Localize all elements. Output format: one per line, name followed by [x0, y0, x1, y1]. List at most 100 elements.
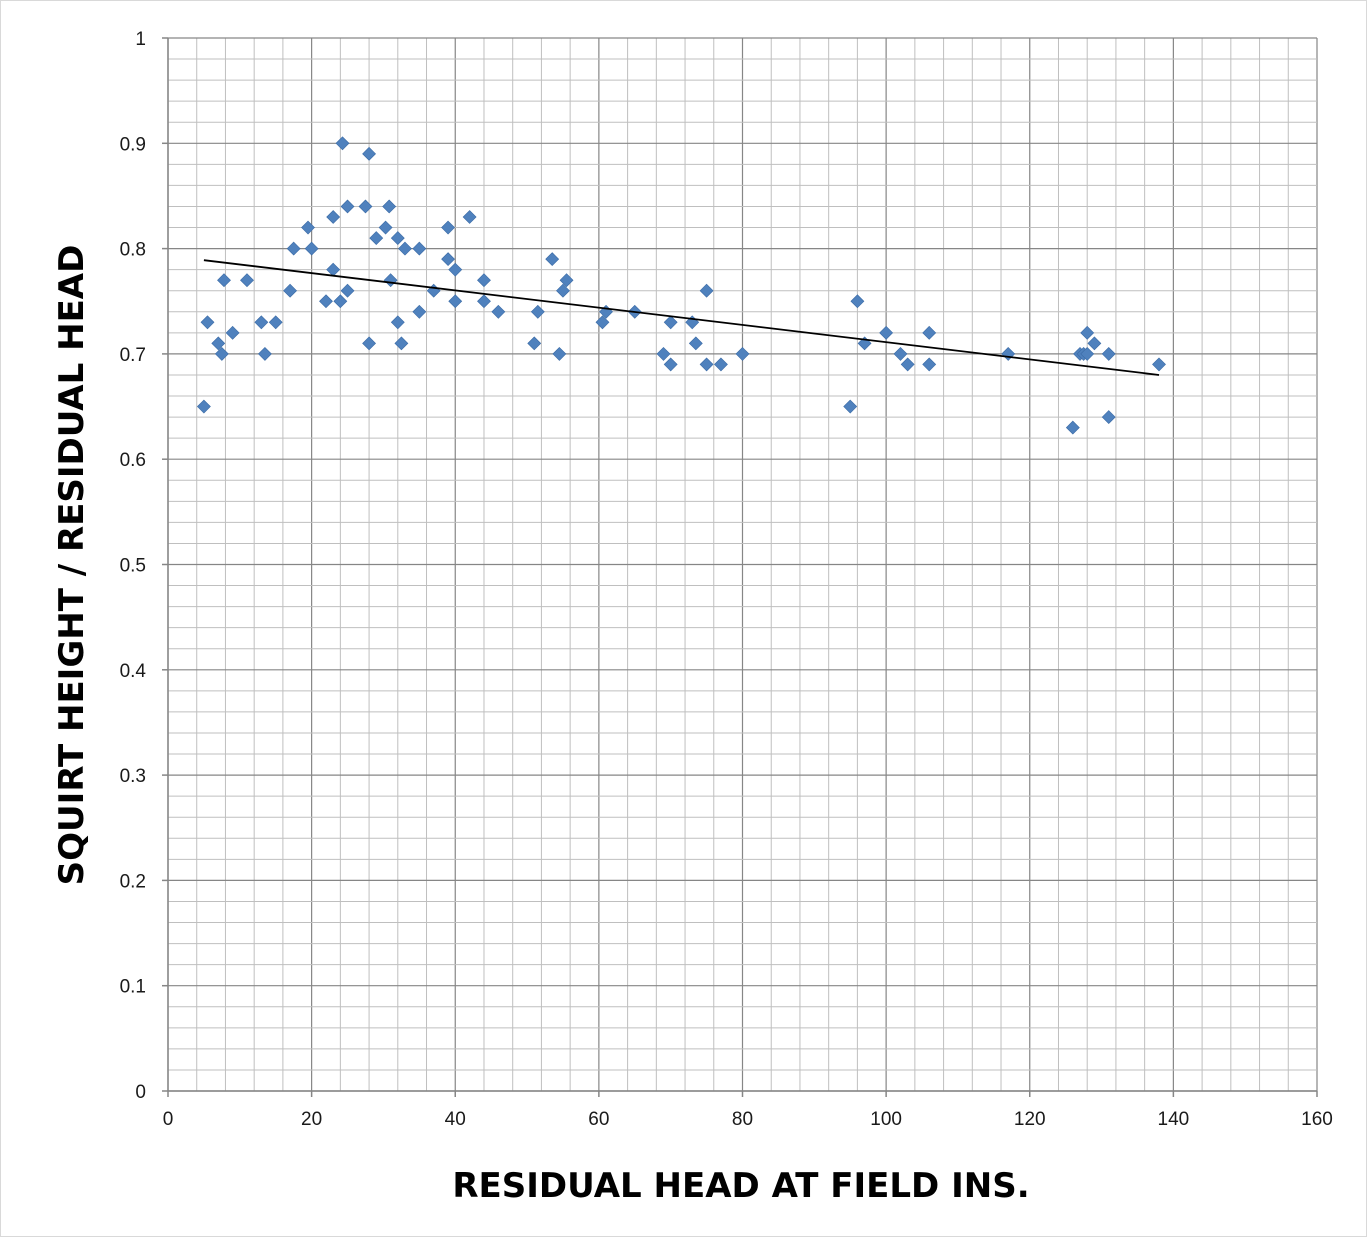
data-point: [426, 283, 441, 298]
data-point: [358, 199, 373, 214]
y-tick-label: 0.3: [120, 766, 146, 787]
data-point: [362, 336, 376, 351]
data-point: [1101, 410, 1116, 425]
data-point: [527, 336, 542, 351]
y-tick-label: 0.4: [120, 661, 147, 682]
data-point: [268, 315, 283, 330]
data-point: [1087, 336, 1102, 351]
data-point: [663, 315, 678, 330]
data-point: [699, 357, 714, 372]
data-points: [196, 136, 1166, 435]
data-point: [196, 399, 211, 414]
data-point: [441, 220, 455, 235]
data-point: [1065, 420, 1080, 435]
data-point: [340, 199, 355, 214]
data-point: [735, 346, 750, 361]
x-tick-label: 120: [1014, 1109, 1046, 1130]
data-point: [699, 283, 714, 298]
data-point: [893, 346, 908, 361]
data-point: [225, 325, 240, 340]
data-point: [369, 231, 384, 245]
x-tick-label: 40: [445, 1109, 466, 1130]
data-point: [378, 220, 393, 235]
data-point: [217, 273, 231, 288]
data-point: [394, 336, 409, 351]
data-point: [879, 325, 894, 340]
trendline-group: [203, 259, 1160, 376]
data-point: [714, 357, 728, 372]
y-tick-label: 1: [135, 29, 146, 50]
data-point: [462, 210, 477, 224]
data-point: [1101, 346, 1116, 361]
data-point: [595, 315, 610, 330]
data-point: [656, 346, 671, 361]
x-tick-labels: 0 20 40 60 80 100 120 140 160: [163, 1109, 1333, 1130]
data-point: [283, 283, 298, 298]
data-point: [556, 283, 570, 298]
y-tick-label: 0.2: [120, 871, 146, 892]
data-point: [477, 273, 491, 288]
y-axis-title: SQUIRT HEIGHT / RESIDUAL HEAD: [52, 245, 92, 886]
data-point: [663, 357, 678, 372]
y-tick-label: 0.7: [120, 345, 146, 366]
data-point: [491, 304, 506, 319]
data-point: [688, 336, 703, 351]
data-point: [412, 304, 427, 319]
data-point: [390, 315, 405, 330]
data-point: [326, 262, 341, 277]
data-point: [333, 294, 348, 309]
y-tick-label: 0.6: [120, 450, 146, 471]
y-tick-labels: 0 0.1 0.2 0.3 0.4 0.5 0.6 0.7 0.8 0.9 1: [120, 29, 147, 1103]
x-tick-label: 80: [732, 1109, 753, 1130]
data-point: [1080, 325, 1095, 340]
data-point: [326, 210, 341, 224]
data-point: [1080, 346, 1095, 361]
y-tick-label: 0: [135, 1082, 146, 1103]
data-point: [441, 252, 455, 267]
data-point: [477, 294, 491, 309]
data-point: [530, 304, 545, 319]
data-point: [301, 220, 315, 235]
data-point: [258, 346, 272, 361]
data-point: [240, 273, 254, 288]
data-point: [335, 136, 350, 151]
x-tick-label: 60: [588, 1109, 609, 1130]
data-point: [214, 346, 229, 361]
gridlines: [167, 37, 1318, 1092]
data-point: [383, 273, 398, 288]
x-tick-label: 160: [1301, 1109, 1333, 1130]
data-point: [843, 399, 858, 414]
data-point: [1152, 357, 1166, 372]
y-tick-label: 0.1: [120, 977, 146, 998]
data-point: [448, 262, 463, 277]
data-point: [1001, 346, 1016, 361]
data-point: [412, 241, 427, 256]
data-point: [390, 231, 405, 245]
x-tick-label: 0: [163, 1109, 174, 1130]
y-tick-label: 0.8: [120, 240, 146, 261]
data-point: [382, 199, 397, 214]
data-point: [398, 241, 412, 256]
x-tick-label: 140: [1158, 1109, 1190, 1130]
y-tick-label: 0.5: [120, 556, 146, 577]
data-point: [254, 315, 269, 330]
data-point: [559, 273, 574, 288]
data-point: [319, 294, 333, 309]
x-tick-label: 100: [870, 1109, 902, 1130]
data-point: [304, 241, 319, 256]
data-point: [340, 283, 355, 298]
data-point: [448, 294, 463, 309]
x-tick-label: 20: [301, 1109, 322, 1130]
data-point: [545, 252, 560, 267]
data-point: [922, 325, 937, 340]
data-point: [922, 357, 937, 372]
data-point: [850, 294, 865, 309]
data-point: [900, 357, 915, 372]
data-point: [211, 336, 226, 351]
data-point: [286, 241, 301, 256]
x-axis-title: RESIDUAL HEAD AT FIELD INS.: [452, 1166, 1029, 1206]
y-tick-label: 0.9: [120, 134, 146, 155]
axes: [162, 37, 1318, 1097]
